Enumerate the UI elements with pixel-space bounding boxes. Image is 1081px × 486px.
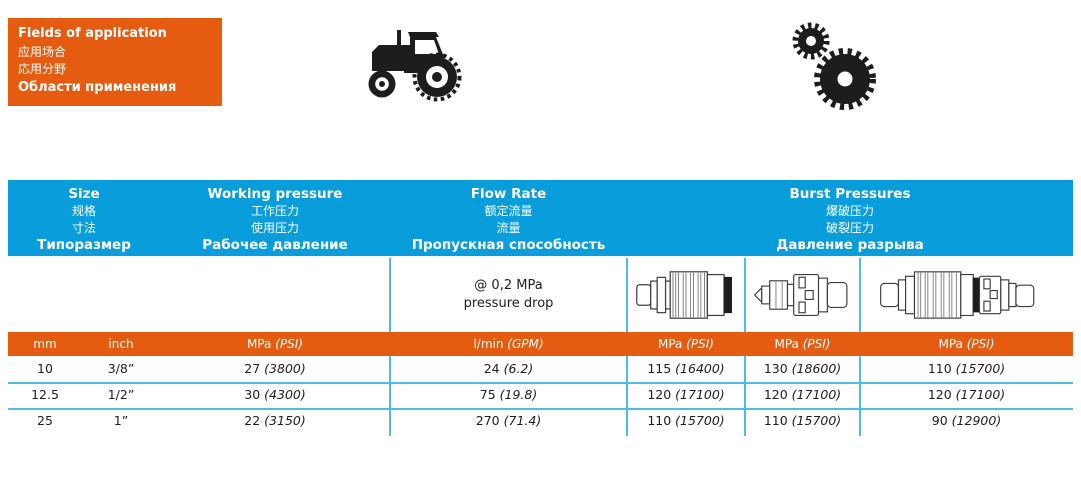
fields-title-ru: Области применения	[18, 79, 177, 95]
pressure-drop-note: @ 0,2 MPa pressure drop	[463, 278, 554, 311]
cell-size-mm: 25	[37, 413, 53, 428]
table-header-burst-pressures: Burst Pressures 爆破压力 破裂压力 Давление разры…	[776, 186, 924, 253]
unit-burst-2: MPa (PSI)	[774, 337, 831, 351]
cell-flow-rate: 24 (6.2)	[483, 361, 534, 376]
tractor-icon	[366, 26, 468, 108]
row-separator	[8, 382, 1073, 384]
unit-burst-3: MPa (PSI)	[938, 337, 995, 351]
cell-size-inch: 3/8”	[107, 361, 135, 376]
divider	[859, 356, 861, 436]
divider	[744, 356, 746, 436]
cell-working-pressure: 30 (4300)	[244, 387, 306, 402]
divider	[626, 356, 628, 436]
divider	[389, 356, 391, 436]
cell-working-pressure: 27 (3800)	[244, 361, 306, 376]
unit-flow-rate: l/min (GPM)	[473, 337, 544, 351]
cell-size-inch: 1/2”	[107, 387, 135, 402]
table-header-working-pressure: Working pressure 工作压力 使用压力 Рабочее давле…	[202, 186, 348, 253]
female-coupling-image	[627, 258, 745, 332]
cell-burst-1: 110 (15700)	[647, 413, 725, 428]
unit-inch: inch	[108, 337, 134, 351]
table-row: 10 3/8” 27 (3800) 24 (6.2) 115 (16400) 1…	[8, 356, 1073, 382]
spec-table: Size 规格 寸法 Типоразмер Working pressure 工…	[8, 180, 1073, 436]
gears-icon	[788, 20, 884, 116]
fields-of-application-box: Fields of application 应用场合 応用分野 Области …	[8, 18, 222, 106]
cell-working-pressure: 22 (3150)	[244, 413, 306, 428]
cell-burst-1: 120 (17100)	[647, 387, 725, 402]
fields-title-zh: 应用场合	[18, 44, 67, 59]
divider	[859, 258, 861, 332]
table-header-flow-rate: Flow Rate 额定流量 流量 Пропускная способность	[411, 186, 606, 253]
cell-size-mm: 10	[37, 361, 53, 376]
cell-burst-3: 120 (17100)	[927, 387, 1006, 402]
table-row: 25 1” 22 (3150) 270 (71.4) 110 (15700) 1…	[8, 408, 1073, 434]
cell-burst-3: 110 (15700)	[927, 361, 1006, 376]
cell-burst-2: 130 (18600)	[763, 361, 842, 376]
divider	[744, 258, 746, 332]
fields-title-ja: 応用分野	[18, 62, 67, 77]
fields-title-en: Fields of application	[18, 26, 167, 41]
units-row: mm inch MPa (PSI) l/min (GPM) MPa (PSI) …	[8, 332, 1073, 356]
cell-flow-rate: 75 (19.8)	[479, 387, 538, 402]
row-separator	[8, 408, 1073, 410]
cell-size-inch: 1”	[113, 413, 129, 428]
cell-flow-rate: 270 (71.4)	[475, 413, 542, 428]
cell-burst-3: 90 (12900)	[931, 413, 1002, 428]
table-header-band: Size 规格 寸法 Типоразмер Working pressure 工…	[8, 180, 1073, 256]
table-header-size: Size 规格 寸法 Типоразмер	[37, 186, 131, 253]
unit-burst-1: MPa (PSI)	[658, 337, 714, 351]
cell-burst-2: 120 (17100)	[763, 387, 842, 402]
cell-size-mm: 12.5	[31, 387, 59, 402]
male-plug-image	[745, 258, 860, 332]
cell-burst-1: 115 (16400)	[647, 361, 725, 376]
unit-mm: mm	[33, 337, 57, 351]
unit-working-pressure: MPa (PSI)	[247, 337, 303, 351]
divider	[626, 258, 628, 332]
table-row: 12.5 1/2” 30 (4300) 75 (19.8) 120 (17100…	[8, 382, 1073, 408]
divider	[389, 258, 391, 332]
cell-burst-2: 110 (15700)	[763, 413, 842, 428]
coupled-assembly-image	[860, 258, 1073, 332]
